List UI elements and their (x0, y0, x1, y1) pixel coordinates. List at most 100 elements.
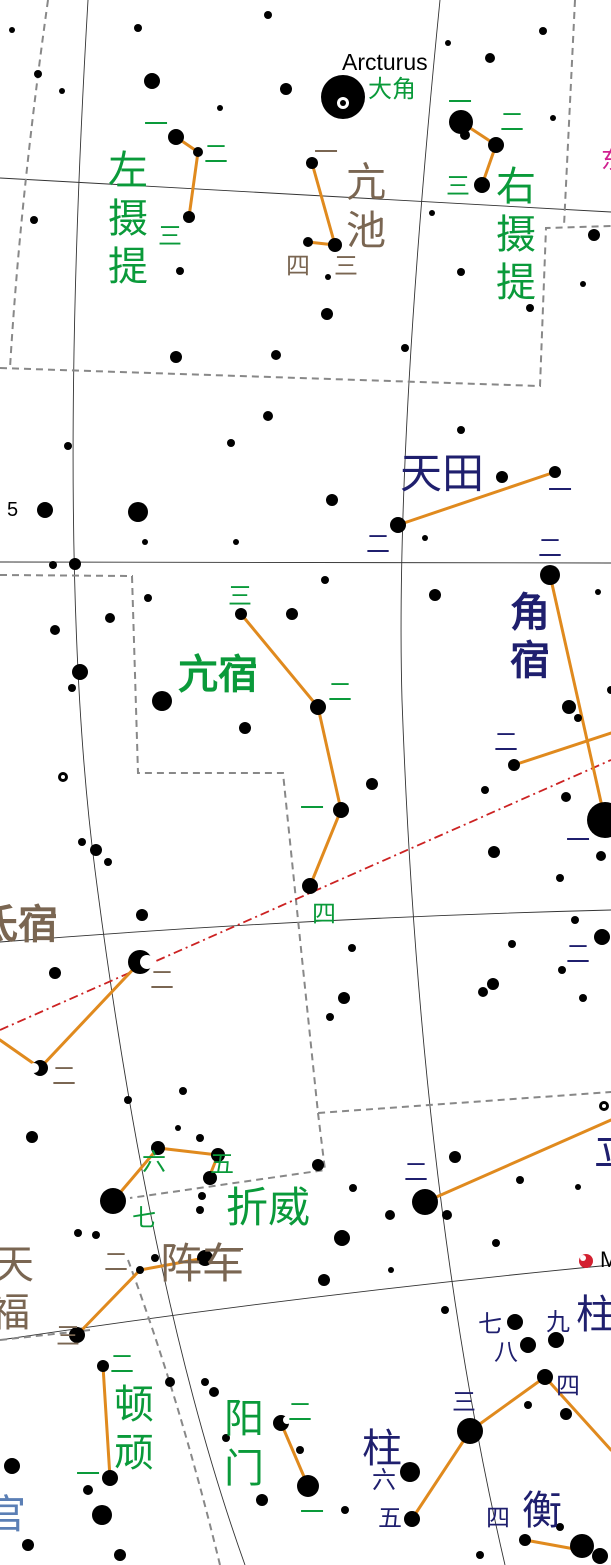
magnitude-label: 5 (7, 499, 18, 521)
star (328, 238, 342, 252)
star (49, 967, 61, 979)
lunar-mansion-label-jiao: 角 (510, 590, 550, 636)
star-number: 四 (486, 1504, 510, 1532)
star (97, 1360, 109, 1372)
star (271, 350, 281, 360)
star-number: 二 (104, 1248, 128, 1276)
ra-line-left (72, 0, 246, 1565)
star (558, 966, 566, 974)
line-jiao (548, 573, 607, 822)
star (198, 1192, 206, 1200)
star (209, 1387, 219, 1397)
star (326, 1013, 334, 1021)
star (562, 700, 576, 714)
star (302, 878, 318, 894)
star (170, 351, 182, 363)
star (388, 1267, 394, 1273)
asterism-label-top-right-partial: 东 (601, 146, 611, 174)
star-number: 四 (556, 1372, 580, 1400)
star (548, 1332, 564, 1348)
star (492, 1239, 500, 1247)
star (50, 625, 60, 635)
star (348, 944, 356, 952)
boundary-top-right (563, 0, 576, 227)
star (233, 539, 239, 545)
boundary-kang (0, 574, 611, 1115)
star (196, 1206, 204, 1214)
star (422, 535, 428, 541)
star (520, 1337, 536, 1353)
star (69, 558, 81, 570)
asterism-label-heng: 衡 (522, 1488, 562, 1534)
star (556, 1523, 564, 1531)
star (264, 11, 272, 19)
star (303, 237, 313, 247)
star (326, 494, 338, 506)
asterism-label-dun: 顿 (114, 1382, 154, 1428)
stars (4, 11, 611, 1564)
star-number: 七 (132, 1204, 156, 1232)
star (537, 1369, 553, 1385)
asterism-label-zhenche: 阵车 (160, 1239, 244, 1288)
line-zhu-bottom (410, 1374, 611, 1521)
star (550, 115, 556, 121)
star (488, 846, 500, 858)
ecliptic-line (0, 759, 611, 1031)
star (400, 1462, 420, 1482)
lunar-mansion-label-di: 氐宿 (0, 902, 58, 948)
star (474, 177, 490, 193)
asterism-label-ti-right: 提 (496, 260, 536, 306)
star (310, 699, 326, 715)
star-number: 一 (144, 110, 168, 138)
star (318, 1274, 330, 1286)
star (68, 684, 76, 692)
star (481, 786, 489, 794)
star (263, 411, 273, 421)
star (579, 994, 587, 1002)
star-label-dajiao: 大角 (368, 75, 416, 103)
star (83, 1485, 93, 1495)
star (526, 304, 534, 312)
star (90, 844, 102, 856)
star (74, 1229, 82, 1237)
star (124, 1096, 132, 1104)
star (540, 565, 560, 585)
line-tiantian (396, 470, 557, 527)
star (496, 471, 508, 483)
star-number: 一 (300, 794, 324, 822)
star (457, 1418, 483, 1444)
star (539, 27, 547, 35)
line-di (0, 960, 142, 1070)
star (404, 1511, 420, 1527)
star-number: 九 (546, 1308, 570, 1336)
star (69, 1327, 85, 1343)
star (333, 802, 349, 818)
line-zhewei (111, 1146, 221, 1203)
star (325, 274, 331, 280)
star (524, 1401, 532, 1409)
star (560, 1408, 572, 1420)
star (478, 987, 488, 997)
boundary-upper (0, 225, 611, 388)
star (176, 267, 184, 275)
star-number: 六 (142, 1148, 166, 1176)
star (152, 691, 172, 711)
line-dunwan (101, 1364, 112, 1480)
star (114, 1549, 126, 1561)
star (239, 722, 251, 734)
star-number: 一 (448, 88, 472, 116)
dec-line-3 (0, 909, 611, 943)
star (222, 1434, 230, 1442)
star (136, 909, 148, 921)
star-number: 三 (334, 252, 358, 280)
line-yangmen (279, 1421, 310, 1488)
star (580, 281, 586, 287)
star-number: 一 (548, 476, 572, 504)
star (9, 27, 15, 33)
lunar-mansion-label-kang: 亢宿 (178, 652, 258, 698)
star-number: 二 (110, 1350, 134, 1378)
star (487, 978, 499, 990)
star-number: 二 (366, 530, 390, 558)
star-number: 三 (56, 1322, 80, 1350)
star-number: 八 (494, 1338, 518, 1366)
